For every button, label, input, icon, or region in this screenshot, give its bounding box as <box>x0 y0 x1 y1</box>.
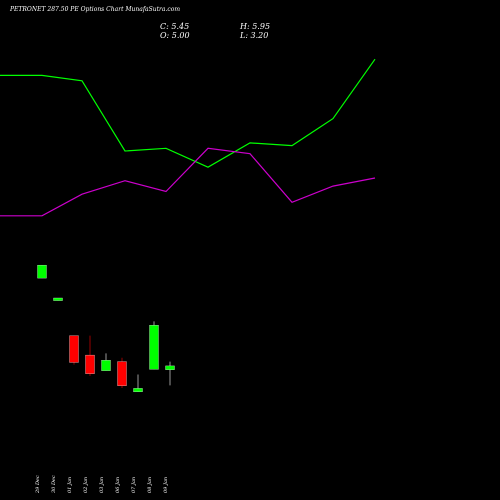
candle-body <box>117 361 127 386</box>
candle-2 <box>53 297 63 301</box>
candle-6 <box>117 357 127 388</box>
candle-body <box>53 297 63 301</box>
x-tick-label: 29 Dec <box>35 475 41 494</box>
candle-body <box>165 365 175 370</box>
chart-title: PETRONET 287.50 PE Options Chart MunafaS… <box>10 6 181 13</box>
candle-9 <box>165 361 175 386</box>
candle-body <box>37 264 47 279</box>
low-readout: L: 3.20 <box>240 31 269 40</box>
candle-5 <box>101 353 111 371</box>
candle-body <box>69 335 79 363</box>
x-tick-label: 06 Jan <box>115 477 121 493</box>
indicator-lines <box>0 58 376 217</box>
x-tick-label: 09 Jan <box>163 477 169 493</box>
candle-body <box>133 388 143 393</box>
x-tick-label: 03 Jan <box>99 477 105 493</box>
candle-8 <box>149 321 159 370</box>
x-tick-label: 01 Jan <box>67 477 73 493</box>
candle-7 <box>133 374 143 393</box>
close-readout: C: 5.45 <box>160 22 190 31</box>
indicator-line-1 <box>0 58 376 168</box>
candle-1 <box>37 264 47 279</box>
x-tick-label: 02 Jan <box>83 477 89 493</box>
candle-body <box>101 360 111 371</box>
open-readout: O: 5.00 <box>160 31 190 40</box>
candlesticks <box>37 264 175 393</box>
candle-body <box>85 354 95 374</box>
candle-body <box>149 325 159 370</box>
x-tick-label: 07 Jan <box>131 477 137 493</box>
candle-3 <box>69 335 79 365</box>
candle-4 <box>85 335 95 376</box>
x-axis-ticks: 29 Dec 30 Dec 01 Jan 02 Jan 03 Jan 06 Jan 07 J… <box>35 475 169 494</box>
high-readout: H: 5.95 <box>240 22 271 31</box>
indicator-line-2 <box>0 147 376 217</box>
x-tick-label: 08 Jan <box>147 477 153 493</box>
x-tick-label: 30 Dec <box>51 475 57 493</box>
